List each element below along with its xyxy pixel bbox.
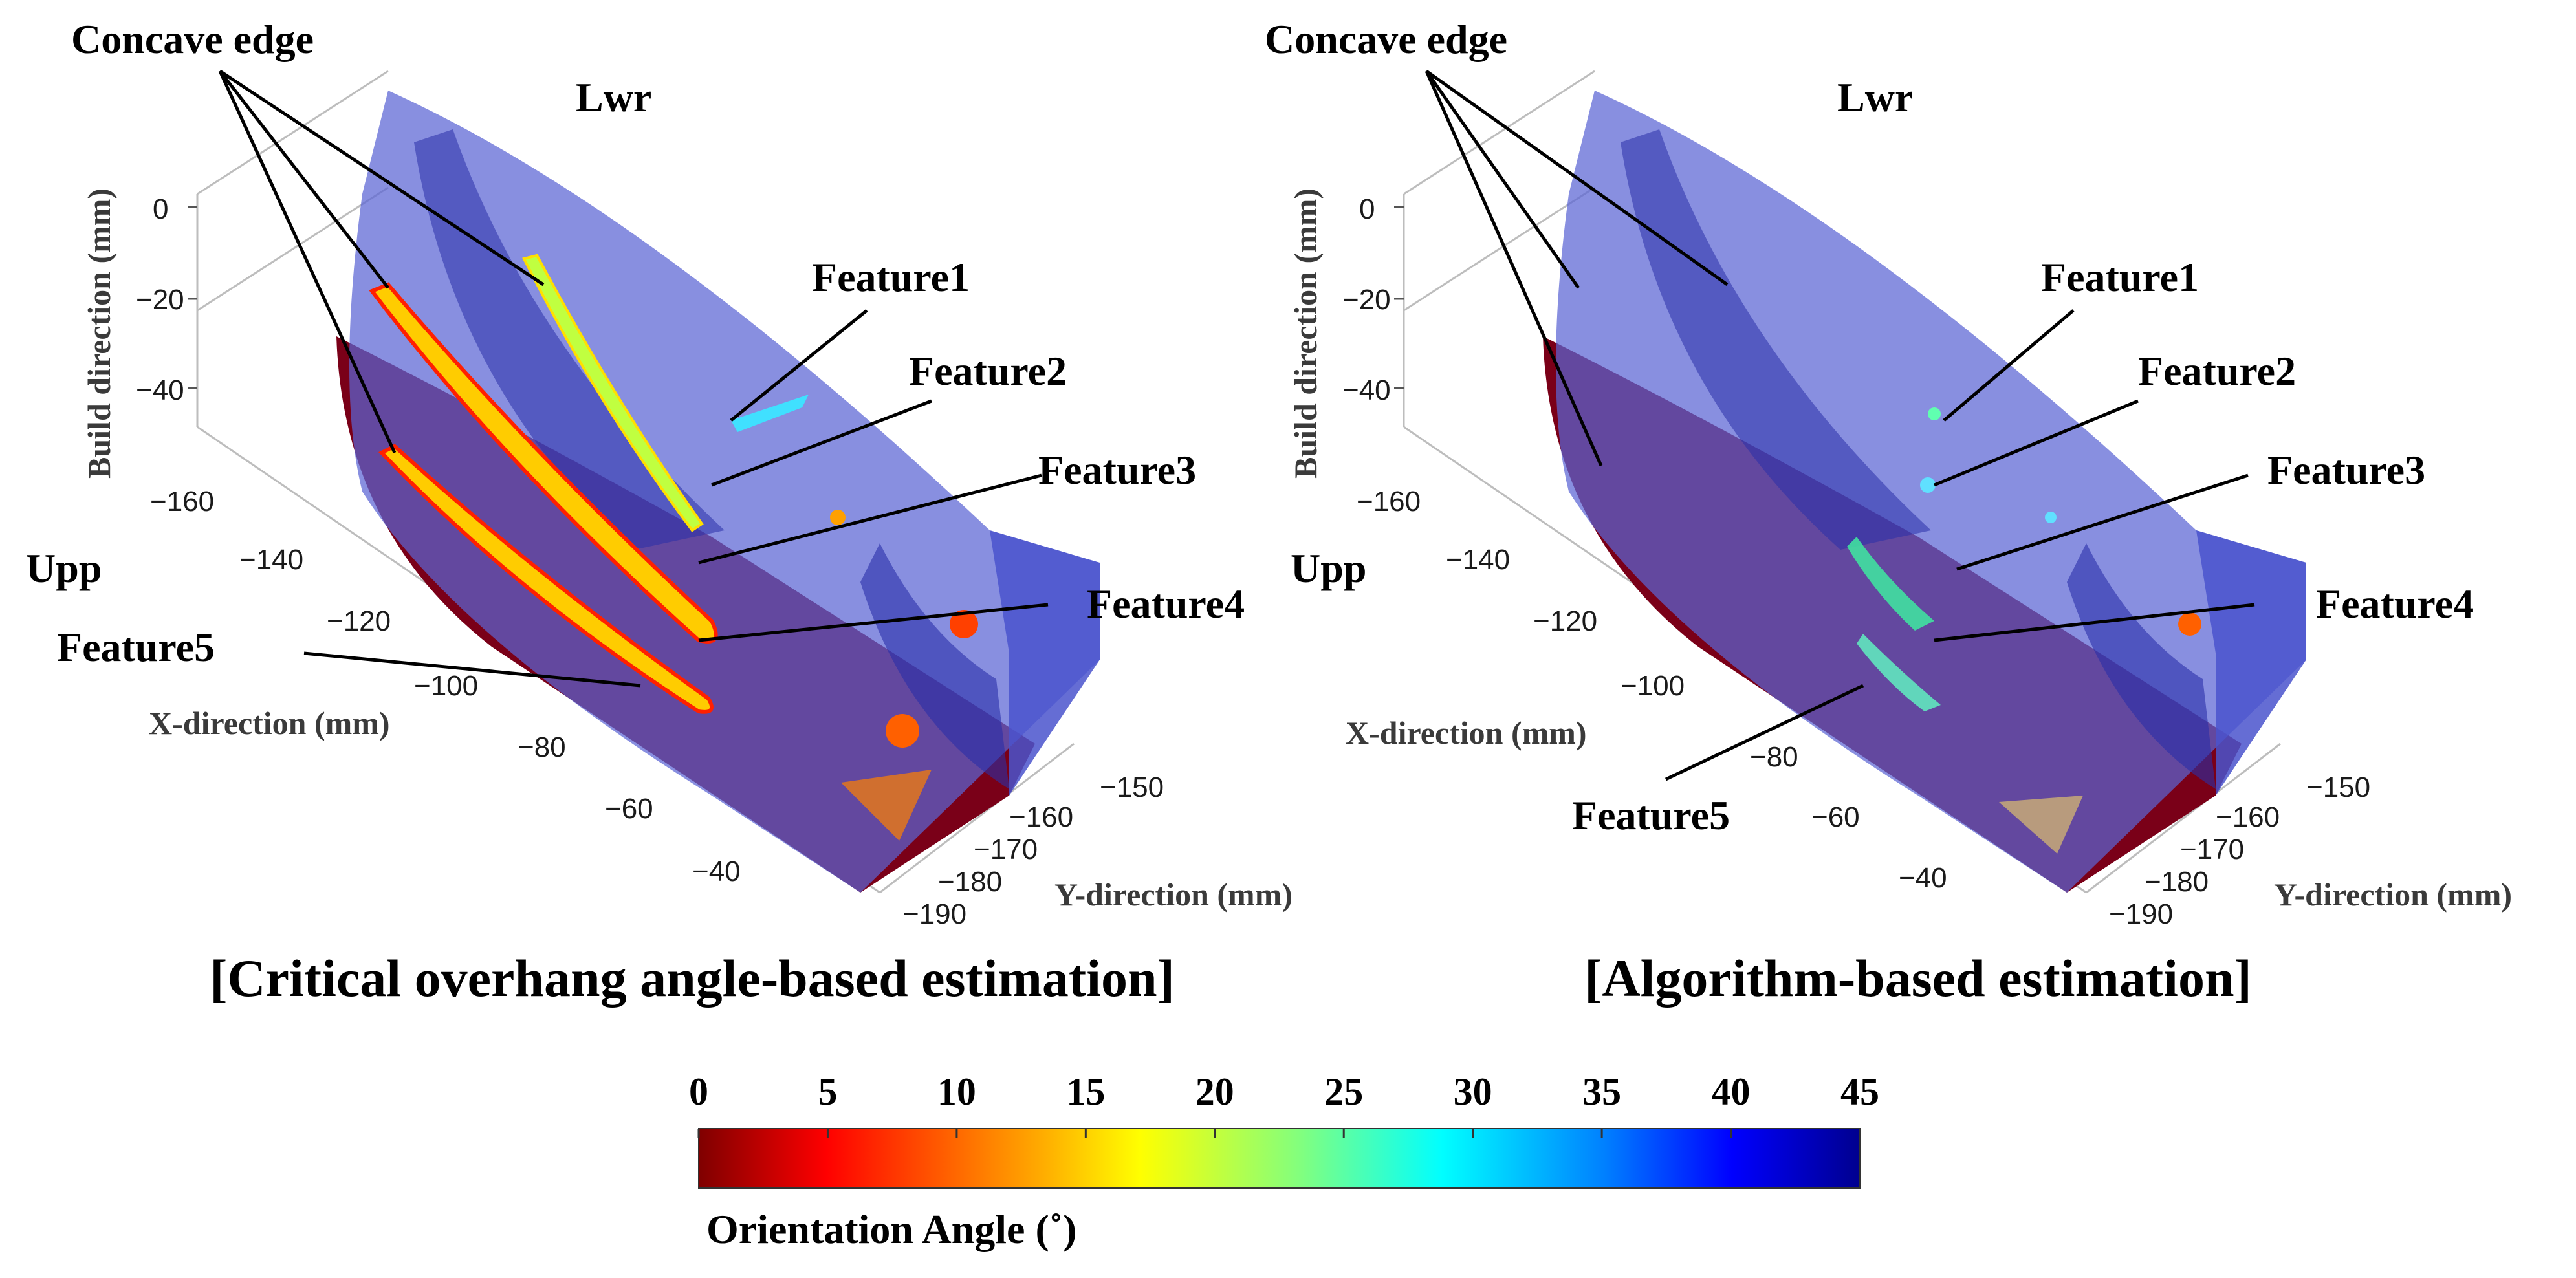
right-feature5-label: Feature5 (1572, 792, 1730, 838)
right-feature2-label: Feature2 (2138, 348, 2296, 394)
right-y-axis-label: Y-direction (mm) (2274, 876, 2512, 913)
left-feature2-label: Feature2 (909, 348, 1067, 394)
right-z-tick: 0 (1359, 193, 1375, 225)
left-hot-spot (830, 510, 846, 525)
colorbar-tick-0: 0 (689, 1070, 708, 1113)
right-feature3-label: Feature3 (2267, 447, 2425, 493)
colorbar: 0 5 10 15 20 25 30 35 40 45 Orientation Angle (˚) (689, 1070, 1879, 1252)
right-y-tick: −190 (2109, 898, 2173, 930)
right-y-tick: −170 (2180, 834, 2244, 865)
right-x-tick: −80 (1750, 741, 1798, 773)
colorbar-tick-30: 30 (1454, 1070, 1492, 1113)
right-z-tick: −40 (1342, 374, 1391, 406)
left-x-tick: −80 (518, 731, 566, 763)
left-cavity (860, 543, 1009, 789)
right-leader-lines (1424, 69, 2255, 781)
right-lwr-label: Lwr (1837, 74, 1913, 120)
right-hot-region (1847, 537, 1934, 631)
left-feature1-label: Feature1 (812, 254, 970, 300)
left-z-tick: −20 (136, 284, 184, 316)
left-hot-spot (731, 395, 809, 432)
left-y-tick: −190 (902, 898, 966, 930)
right-hot-region (1857, 634, 1941, 711)
right-hot-spot (1920, 477, 1936, 493)
left-panel: Concave edge Lwr Upp Feature1 Feature2 F… (26, 16, 1293, 1008)
left-z-tick: −40 (136, 374, 184, 406)
left-lwr-label: Lwr (576, 74, 651, 120)
right-y-tick: −150 (2306, 772, 2370, 803)
colorbar-tick-10: 10 (937, 1070, 976, 1113)
colorbar-tick-5: 5 (818, 1070, 837, 1113)
left-hot-spot (841, 770, 932, 841)
left-y-tick: −170 (974, 834, 1038, 865)
right-z-tick: −20 (1342, 284, 1391, 316)
right-x-axis-label: X-direction (mm) (1346, 715, 1587, 751)
colorbar-tick-35: 35 (1582, 1070, 1621, 1113)
left-cavity (414, 129, 725, 550)
left-caption: [Critical overhang angle-based estimatio… (210, 949, 1175, 1008)
right-y-tick: −180 (2145, 866, 2209, 898)
left-part-front-face (990, 530, 1100, 796)
left-x-tick: −60 (605, 793, 653, 825)
left-hot-spot (950, 610, 978, 638)
colorbar-tick-labels: 0 5 10 15 20 25 30 35 40 45 (689, 1070, 1879, 1138)
left-upp-label: Upp (26, 545, 102, 591)
left-z-axis-label: Build direction (mm) (81, 188, 117, 479)
left-hot-edge (522, 254, 704, 532)
left-z-tick-marks (188, 206, 197, 389)
left-concave-edge-label: Concave edge (71, 16, 314, 62)
right-x-tick: −160 (1357, 486, 1421, 517)
left-hot-edge (378, 444, 714, 714)
colorbar-tick-25: 25 (1324, 1070, 1363, 1113)
right-z-tick-marks (1394, 206, 1404, 389)
left-z-tick: 0 (153, 193, 168, 225)
right-x-tick: −100 (1621, 670, 1685, 702)
colorbar-gradient (698, 1128, 1861, 1189)
right-hot-spot (2178, 612, 2201, 636)
right-hot-region (1999, 796, 2083, 854)
left-feature3-label: Feature3 (1038, 447, 1196, 493)
left-x-tick: −40 (692, 856, 741, 887)
left-feature5-label: Feature5 (57, 624, 215, 670)
left-y-axis-label: Y-direction (mm) (1054, 876, 1293, 913)
left-x-axis-label: X-direction (mm) (149, 705, 390, 741)
right-hot-spot (1928, 407, 1941, 420)
left-x-tick: −140 (239, 544, 303, 576)
colorbar-tick-45: 45 (1840, 1070, 1879, 1113)
right-concave-edge-label: Concave edge (1265, 16, 1507, 62)
left-hot-spot (886, 714, 919, 748)
right-hot-spot (2045, 512, 2057, 523)
right-z-axis-label: Build direction (mm) (1287, 188, 1324, 479)
left-x-tick: −100 (414, 670, 478, 702)
right-x-tick: −60 (1811, 801, 1860, 833)
right-x-tick: −140 (1446, 544, 1510, 576)
right-panel: Concave edge Lwr Upp Feature1 Feature2 F… (1265, 16, 2512, 1008)
right-x-tick: −120 (1533, 605, 1597, 637)
left-feature4-label: Feature4 (1087, 581, 1245, 627)
left-x-tick: −120 (327, 605, 391, 637)
left-leader-lines (218, 69, 1049, 688)
left-y-tick: −160 (1009, 801, 1073, 833)
right-feature4-label: Feature4 (2316, 581, 2474, 627)
left-x-tick: −160 (150, 486, 214, 517)
right-part-front-face (2196, 530, 2306, 796)
right-cavity (1621, 129, 1931, 550)
right-caption: [Algorithm-based estimation] (1584, 949, 2252, 1008)
right-cavity (2067, 543, 2216, 789)
left-y-tick: −150 (1100, 772, 1164, 803)
right-feature1-label: Feature1 (2041, 254, 2199, 300)
colorbar-tick-40: 40 (1712, 1070, 1751, 1113)
right-upp-label: Upp (1291, 545, 1366, 591)
colorbar-label: Orientation Angle (˚) (706, 1206, 1076, 1252)
right-y-tick: −160 (2216, 801, 2280, 833)
left-y-tick: −180 (938, 866, 1002, 898)
right-x-tick: −40 (1899, 862, 1947, 894)
colorbar-tick-20: 20 (1195, 1070, 1234, 1113)
colorbar-tick-15: 15 (1066, 1070, 1105, 1113)
